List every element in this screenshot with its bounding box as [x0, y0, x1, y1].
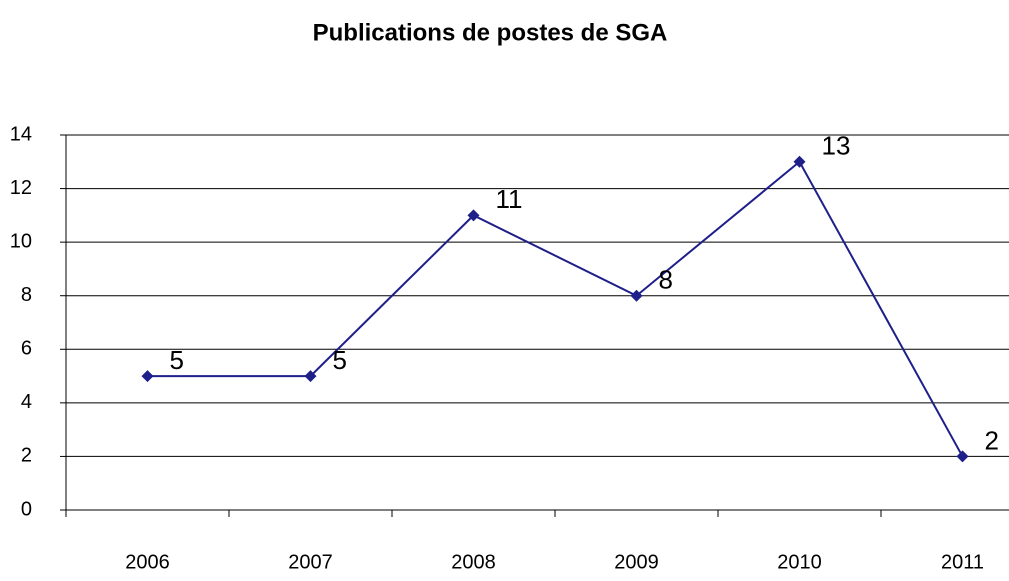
data-label: 11	[496, 184, 523, 214]
y-tick-label: 14	[10, 123, 32, 145]
x-tick-label: 2011	[941, 551, 984, 573]
y-tick-label: 12	[10, 177, 32, 199]
x-tick-label: 2006	[125, 551, 170, 573]
x-tick-label: 2009	[614, 551, 659, 573]
marker	[793, 155, 806, 168]
series-line	[147, 160, 964, 457]
marker	[467, 209, 480, 222]
marker	[304, 370, 317, 383]
data-label: 5	[333, 345, 347, 375]
chart-title: Publications de postes de SGA	[313, 19, 668, 46]
x-tick-label: 2007	[288, 551, 333, 573]
y-tick-label: 6	[21, 338, 32, 360]
marker	[956, 450, 969, 463]
y-tick-label: 0	[21, 498, 32, 520]
x-tick-label: 2008	[451, 551, 496, 573]
y-tick-label: 10	[10, 230, 32, 252]
marker	[141, 370, 154, 383]
data-label: 13	[822, 131, 851, 161]
marker	[630, 289, 643, 302]
data-label: 2	[985, 425, 999, 455]
data-label: 5	[170, 345, 184, 375]
y-tick-label: 2	[21, 445, 32, 467]
data-label: 8	[659, 265, 673, 295]
y-tick-label: 8	[21, 284, 32, 306]
x-tick-label: 2010	[777, 551, 822, 573]
y-tick-label: 4	[21, 391, 32, 413]
